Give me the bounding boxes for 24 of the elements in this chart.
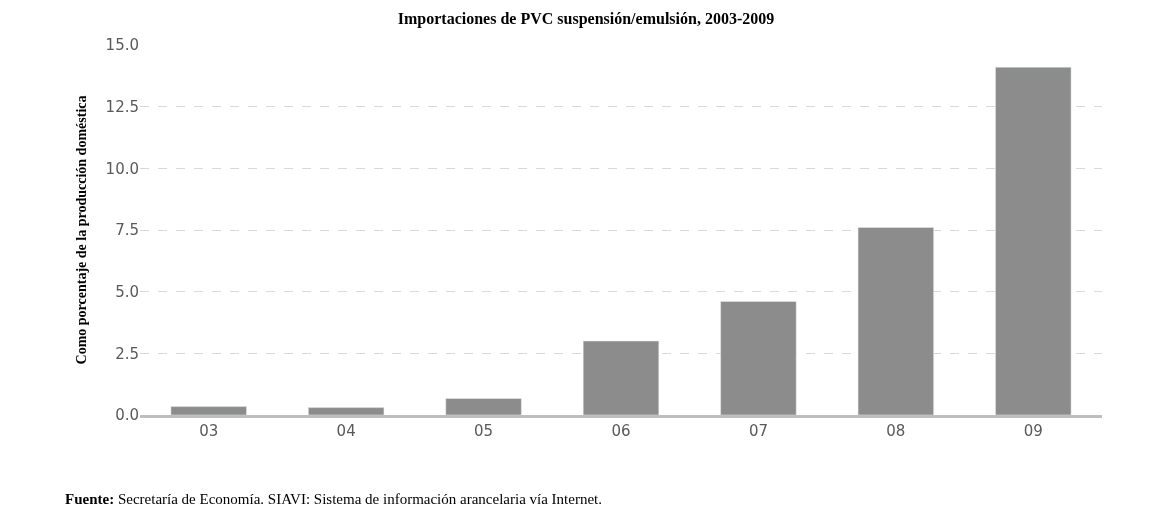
bar <box>720 301 797 415</box>
chart-title: Importaciones de PVC suspensión/emulsión, 2003-2009 <box>397 9 775 28</box>
y-tick-label: 12.5 <box>105 97 139 116</box>
y-tick-label: 7.5 <box>115 221 139 240</box>
y-tick-label: 15.0 <box>105 36 139 55</box>
y-tick-label: 2.5 <box>115 344 139 363</box>
y-tick-label: 5.0 <box>115 282 139 301</box>
bar <box>995 66 1072 415</box>
x-tick-label: 08 <box>886 422 906 440</box>
bar <box>308 407 385 415</box>
x-tick-label: 09 <box>1023 422 1043 440</box>
source-note: Fuente: Secretaría de Economía. SIAVI: Sistema de información arancelaria vía Internet. <box>65 491 603 507</box>
bar <box>857 227 934 415</box>
bar <box>170 406 247 415</box>
bar <box>445 398 522 415</box>
y-axis-title: Como porcentaje de la producción doméstica <box>74 95 90 365</box>
x-tick-label: 05 <box>474 422 494 440</box>
x-tick-label: 06 <box>611 422 631 440</box>
x-tick-label: 07 <box>748 422 768 440</box>
x-tick-label: 03 <box>199 422 219 440</box>
x-tick-label: 04 <box>336 422 356 440</box>
y-tick-label: 10.0 <box>105 159 139 178</box>
bar <box>582 340 660 415</box>
y-tick-label: 0.0 <box>115 406 139 425</box>
